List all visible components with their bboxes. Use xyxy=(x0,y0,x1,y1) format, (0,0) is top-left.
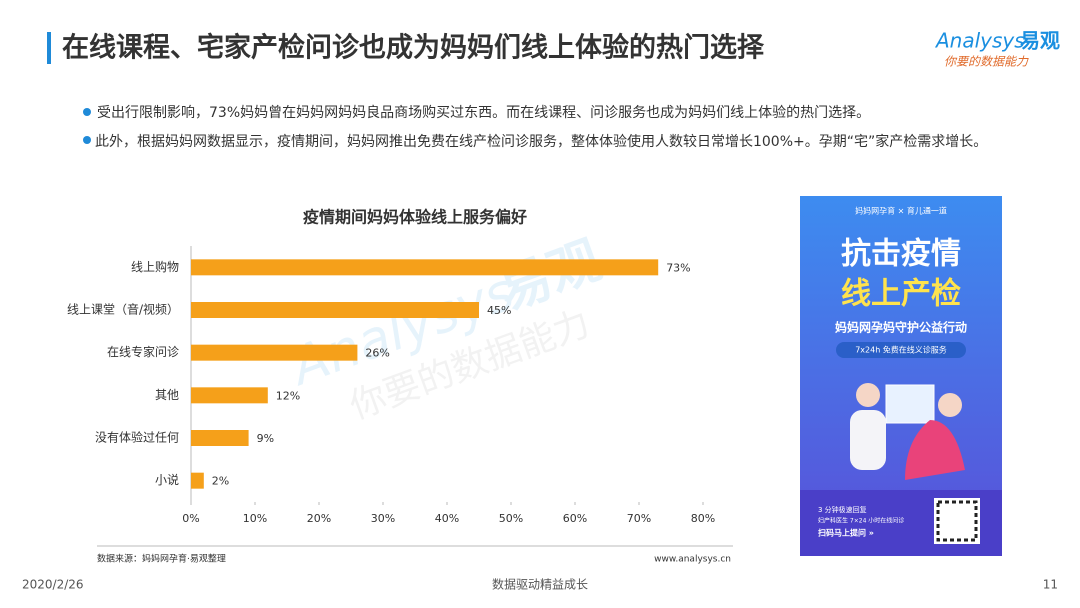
data-label: 73% xyxy=(666,261,690,274)
bullet-text: 受出行限制影响，73%妈妈曾在妈妈网妈妈良品商场购买过东西。而在线课程、问诊服务… xyxy=(97,105,870,121)
footer-date: 2020/2/26 xyxy=(22,578,84,592)
poster-note: 3 分钟极速回复 xyxy=(818,505,867,514)
poster-figure xyxy=(850,410,886,470)
bar xyxy=(191,259,659,276)
bullet-wrap: 此外，根据妈妈网数据显示，疫情期间，妈妈网推出免费在线产检问诊服务，整体体验使用… xyxy=(95,134,988,150)
poster-figure xyxy=(856,383,880,407)
bullet-dot xyxy=(83,108,91,116)
data-label: 26% xyxy=(365,347,389,360)
bullet-text: 此外，根据妈妈网数据显示，疫情期间，妈妈网推出免费在线产检问诊服务，整体体验使用… xyxy=(95,134,988,150)
title-bar xyxy=(47,32,51,64)
poster-figure xyxy=(905,420,965,480)
poster-brands: 妈妈网孕育 × 育儿通一道 xyxy=(855,206,947,216)
poster-service: 7x24h 免费在线义诊服务 xyxy=(855,345,947,355)
poster-monitor xyxy=(885,384,935,424)
data-label: 9% xyxy=(257,432,274,445)
data-label: 2% xyxy=(212,475,229,488)
logo-brand-cn: 易观 xyxy=(1020,29,1060,53)
x-tick-label: 10% xyxy=(243,512,267,525)
footer-page: 11 xyxy=(1043,578,1058,592)
chart: 疫情期间妈妈体验线上服务偏好 数据来源：妈妈网孕育·易观整理 www.analy… xyxy=(67,208,733,565)
bar xyxy=(191,430,249,446)
y-tick-label: 小说 xyxy=(155,472,179,487)
data-label: 45% xyxy=(487,304,511,317)
poster-note: 妇产科医生 7×24 小时在线问诊 xyxy=(818,517,904,525)
footer-slogan: 数据驱动精益成长 xyxy=(492,577,588,592)
y-tick-label: 没有体验过任何 xyxy=(95,430,179,445)
x-tick-label: 50% xyxy=(499,512,523,525)
bar xyxy=(191,302,479,318)
bar xyxy=(191,344,358,361)
x-tick-label: 60% xyxy=(563,512,587,525)
poster-qr-pattern xyxy=(936,500,978,542)
y-tick-label: 线上购物 xyxy=(131,259,179,274)
x-tick-label: 0% xyxy=(182,512,199,525)
y-tick-label: 在线专家问诊 xyxy=(107,344,179,359)
bar xyxy=(191,387,268,404)
logo-tagline: 你要的数据能力 xyxy=(944,55,1029,69)
x-tick-label: 80% xyxy=(691,512,715,525)
x-tick-label: 40% xyxy=(435,512,459,525)
x-tick-label: 20% xyxy=(307,512,331,525)
slide-title: 在线课程、宅家产检问诊也成为妈妈们线上体验的热门选择 xyxy=(62,32,765,64)
chart-url: www.analysys.cn xyxy=(654,555,731,565)
x-tick-label: 30% xyxy=(371,512,395,525)
poster-headline: 线上产检 xyxy=(841,277,961,312)
poster-headline: 抗击疫情 xyxy=(841,237,961,272)
poster-cta: 扫码马上提问 » xyxy=(818,528,874,538)
bar xyxy=(191,472,204,489)
x-tick-label: 70% xyxy=(627,512,651,525)
bullet-dot xyxy=(83,136,91,144)
chart-title: 疫情期间妈妈体验线上服务偏好 xyxy=(303,208,527,227)
poster-figure xyxy=(938,393,962,417)
chart-source: 数据来源：妈妈网孕育·易观整理 xyxy=(97,553,226,565)
poster-pill xyxy=(836,342,966,358)
poster-campaign: 妈妈网孕妈守护公益行动 xyxy=(835,320,967,335)
poster-qr xyxy=(934,498,980,544)
data-label: 12% xyxy=(276,389,300,402)
y-tick-label: 其他 xyxy=(155,388,179,402)
poster: 妈妈网孕育 × 育儿通一道 抗击疫情 线上产检 妈妈网孕妈守护公益行动 7x24… xyxy=(800,196,1002,556)
logo-brand: Analysys xyxy=(934,29,1025,53)
y-tick-label: 线上课堂（音/视频） xyxy=(67,302,179,317)
